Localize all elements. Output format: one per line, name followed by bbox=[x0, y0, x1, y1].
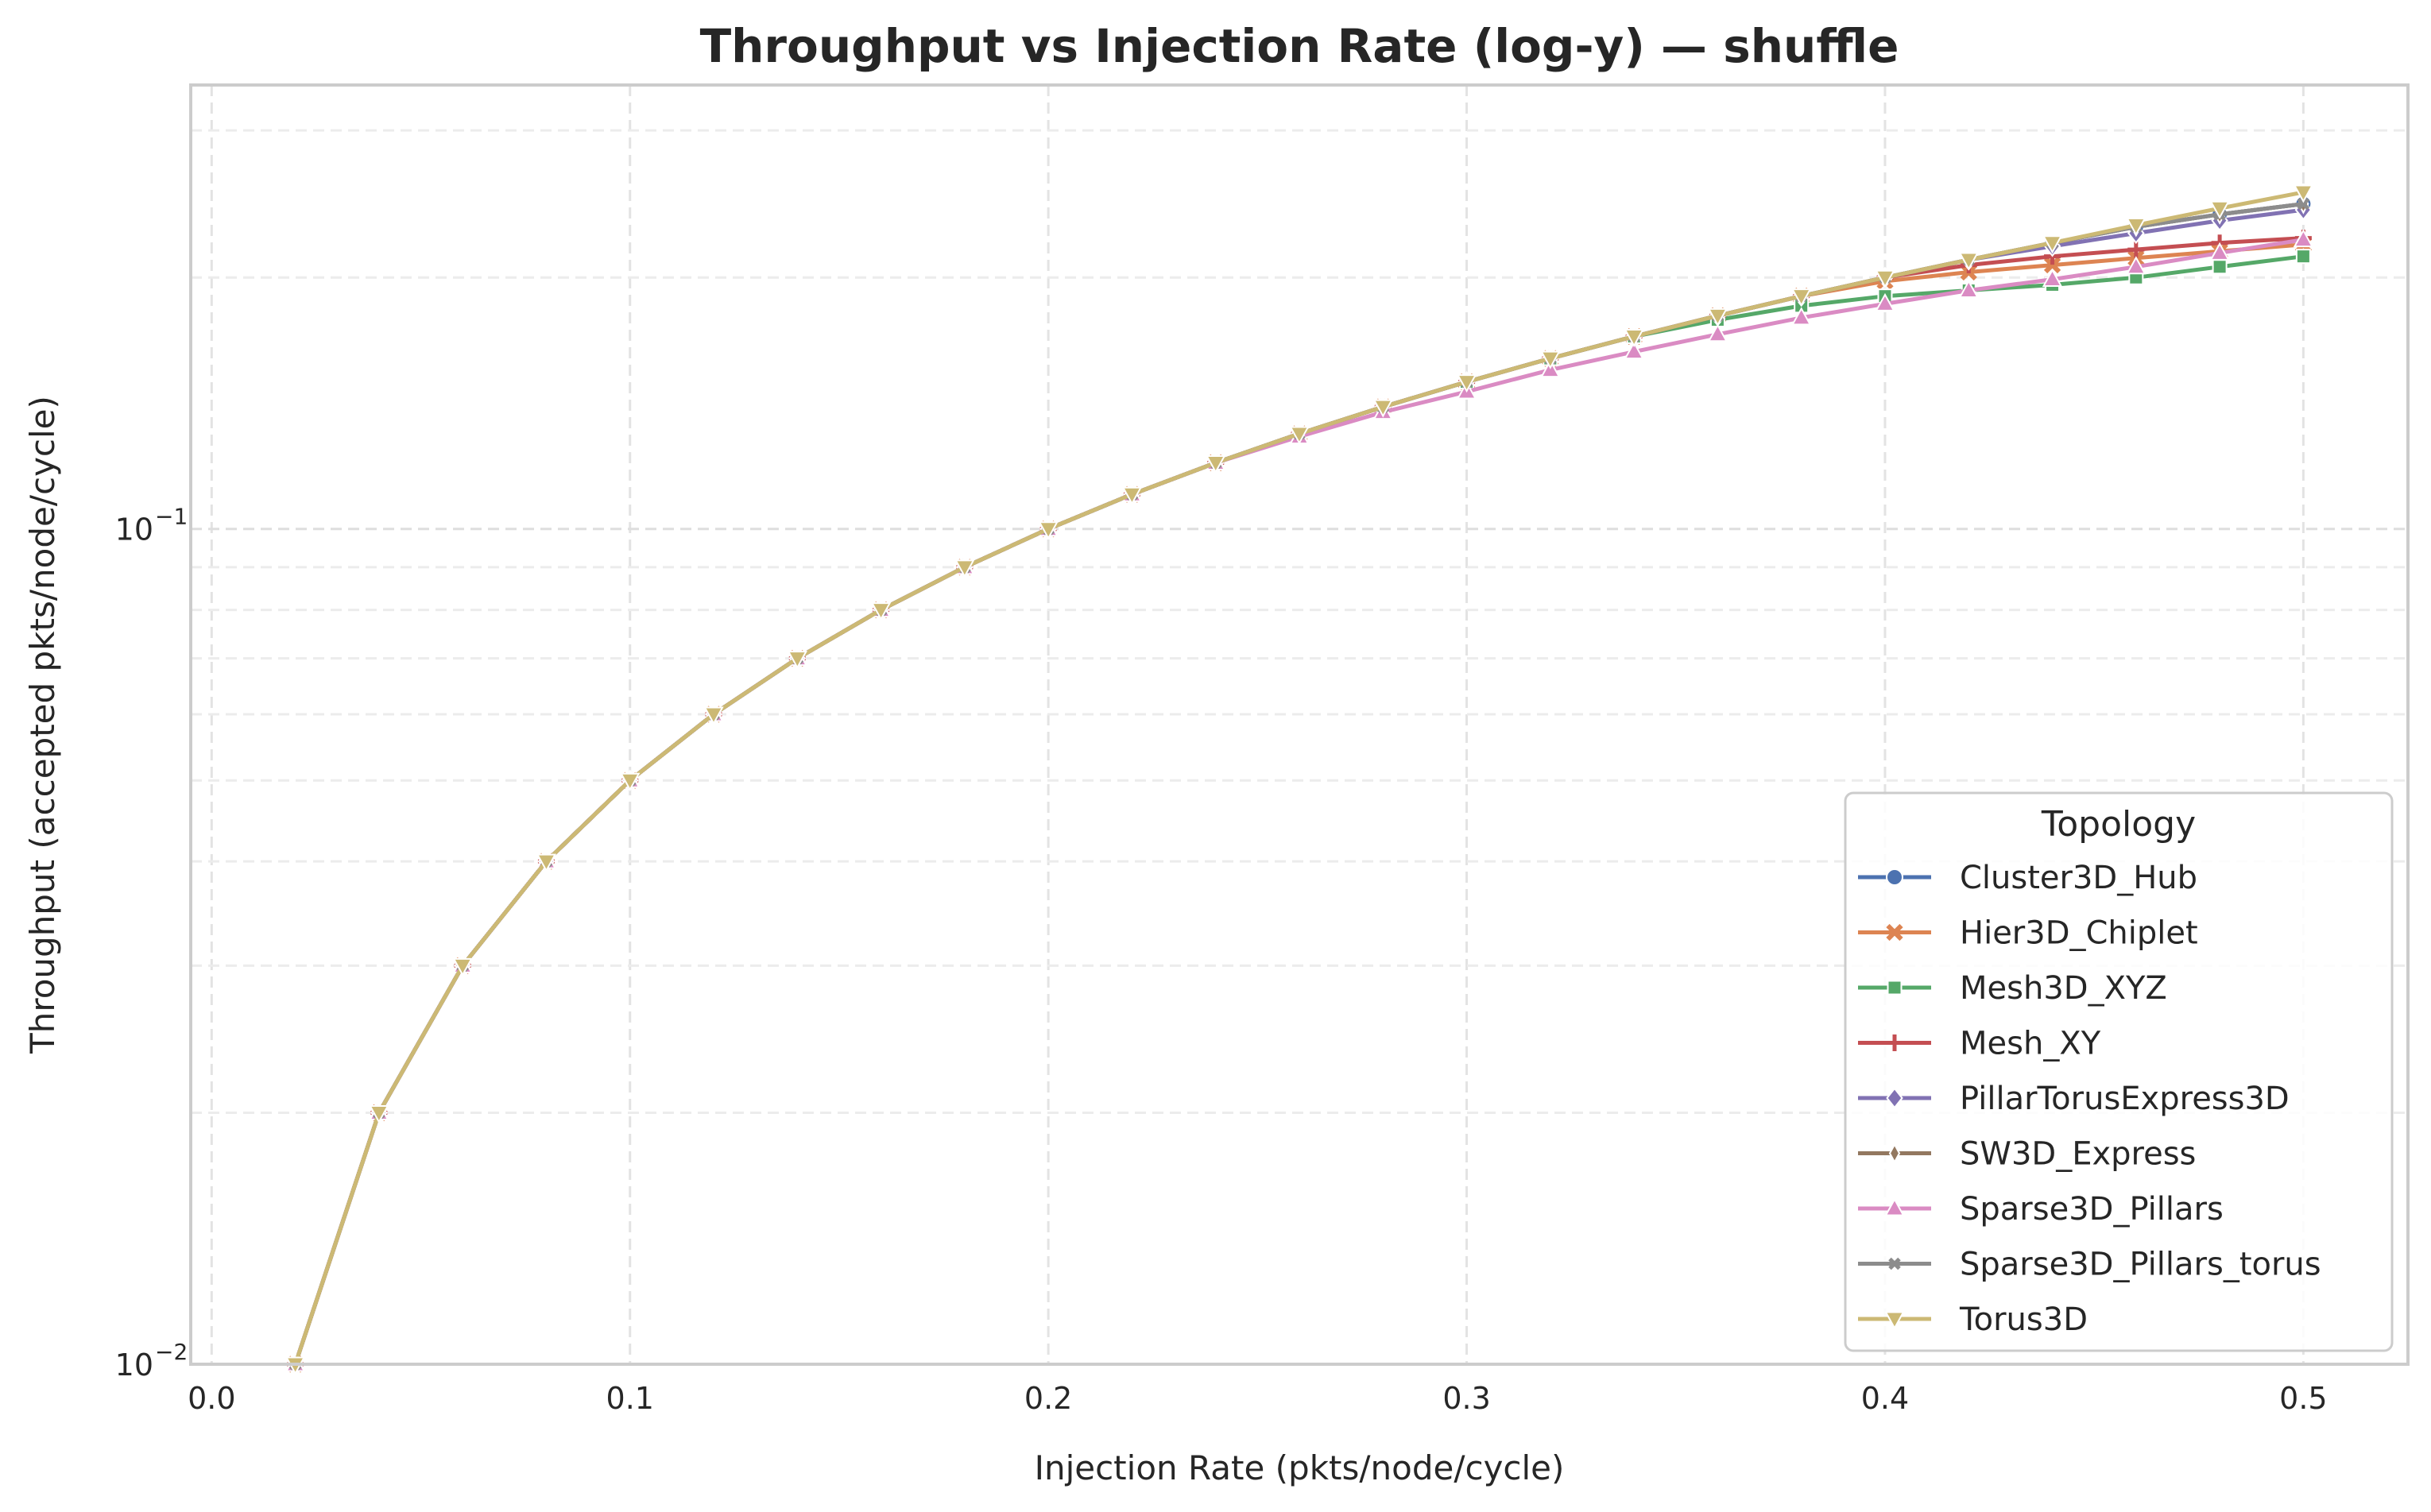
legend-entry: Sparse3D_Pillars_torus bbox=[1858, 1247, 2321, 1283]
triangle-down-marker bbox=[1707, 307, 1728, 327]
legend-label: Sparse3D_Pillars bbox=[1960, 1191, 2224, 1228]
legend-label: PillarTorusExpress3D bbox=[1960, 1081, 2290, 1117]
plot-frame bbox=[189, 83, 2410, 1366]
legend-frame bbox=[1844, 791, 2394, 1352]
x-tick-label: 0.1 bbox=[606, 1381, 654, 1416]
legend: Topology Cluster3D_Hub Hier3D_Chiplet Mesh… bbox=[1844, 791, 2394, 1352]
x-tick-label: 0.3 bbox=[1442, 1381, 1490, 1416]
triangle-up-marker bbox=[1707, 323, 1728, 342]
triangle-up-marker bbox=[2042, 268, 2063, 288]
legend-label: Sparse3D_Pillars_torus bbox=[1960, 1247, 2321, 1283]
x-tick-label: 0.2 bbox=[1024, 1381, 1072, 1416]
triangle-up-marker bbox=[1624, 341, 1644, 360]
triangle-down-marker bbox=[1121, 486, 1143, 505]
triangle-up-marker bbox=[2293, 229, 2314, 248]
x-axis-label: Injection Rate (pkts/node/cycle) bbox=[1035, 1448, 1565, 1487]
plus-marker bbox=[1886, 1034, 1903, 1051]
triangle-down-marker bbox=[787, 651, 807, 670]
series-Torus3D bbox=[285, 184, 2314, 1375]
x-tick-label: 0.0 bbox=[188, 1381, 235, 1416]
legend-label: Cluster3D_Hub bbox=[1960, 860, 2197, 896]
square-marker bbox=[2295, 249, 2311, 265]
triangle-down-marker bbox=[452, 957, 473, 976]
legend-entry: PillarTorusExpress3D bbox=[1858, 1081, 2290, 1117]
y-tick-label: 10 bbox=[115, 1348, 153, 1382]
triangle-down-marker bbox=[870, 602, 892, 621]
x-tick-labels: 0.0 0.1 0.2 0.3 0.4 0.5 bbox=[188, 1381, 2328, 1416]
y-tick-exponent: −1 bbox=[155, 504, 188, 530]
diamond-marker bbox=[1886, 1087, 1903, 1109]
x-tick-label: 0.5 bbox=[2279, 1381, 2327, 1416]
legend-title: Topology bbox=[2041, 804, 2196, 845]
y-tick-label: 10 bbox=[115, 512, 153, 547]
x-marker bbox=[1888, 1257, 1901, 1270]
triangle-down-marker bbox=[1038, 521, 1059, 540]
circle-marker bbox=[1886, 868, 1903, 886]
x-marker bbox=[1886, 923, 1903, 942]
triangle-down-marker bbox=[1624, 328, 1644, 348]
series-layer bbox=[285, 184, 2314, 1375]
legend-entry: Mesh3D_XYZ bbox=[1858, 970, 2167, 1007]
legend-entry: Sparse3D_Pillars bbox=[1858, 1191, 2224, 1228]
triangle-down-marker bbox=[703, 706, 724, 725]
chart-title: Throughput vs Injection Rate (log-y) — s… bbox=[700, 19, 1899, 73]
triangle-down-marker bbox=[2126, 217, 2146, 237]
legend-entry: SW3D_Express bbox=[1858, 1136, 2196, 1173]
plus-marker bbox=[2127, 241, 2145, 258]
legend-entry: Mesh_XY bbox=[1858, 1026, 2101, 1062]
triangle-down-marker bbox=[1540, 350, 1561, 369]
legend-entry: Cluster3D_Hub bbox=[1858, 860, 2197, 896]
legend-label: Torus3D bbox=[1959, 1301, 2088, 1338]
triangle-down-marker bbox=[2042, 235, 2063, 254]
triangle-down-marker bbox=[1875, 269, 1895, 288]
triangle-up-marker bbox=[2126, 256, 2146, 275]
triangle-up-marker bbox=[1958, 279, 1979, 299]
x-tick-label: 0.4 bbox=[1861, 1381, 1909, 1416]
legend-entries: Cluster3D_Hub Hier3D_Chiplet Mesh3D_XYZ Mes… bbox=[1858, 860, 2321, 1338]
triangle-down-marker bbox=[536, 853, 557, 872]
triangle-down-marker bbox=[620, 772, 641, 791]
triangle-up-marker bbox=[1875, 292, 1895, 311]
thin-diamond-marker bbox=[1888, 1143, 1901, 1164]
y-tick-exponent: −2 bbox=[155, 1339, 188, 1365]
legend-entry: Torus3D bbox=[1858, 1301, 2088, 1338]
triangle-down-marker bbox=[1884, 1311, 1905, 1330]
triangle-down-marker bbox=[1206, 454, 1226, 474]
triangle-down-marker bbox=[369, 1105, 389, 1124]
legend-label: Mesh3D_XYZ bbox=[1960, 970, 2167, 1007]
triangle-down-marker bbox=[2209, 200, 2230, 219]
y-tick-labels: 10−210−1 bbox=[115, 504, 188, 1382]
triangle-down-marker bbox=[954, 559, 975, 578]
square-marker bbox=[2212, 259, 2228, 275]
triangle-down-marker bbox=[1372, 399, 1393, 418]
x-marker bbox=[2297, 197, 2310, 211]
y-axis-label: Throughput (accepted pkts/node/cycle) bbox=[23, 396, 62, 1054]
legend-label: SW3D_Express bbox=[1960, 1136, 2196, 1173]
x-marker bbox=[2043, 256, 2061, 274]
triangle-down-marker bbox=[1289, 426, 1310, 445]
triangle-down-marker bbox=[1791, 288, 1812, 307]
triangle-up-marker bbox=[1791, 307, 1812, 326]
triangle-up-marker bbox=[1884, 1197, 1905, 1216]
legend-label: Mesh_XY bbox=[1960, 1026, 2101, 1062]
triangle-up-marker bbox=[2209, 242, 2230, 261]
triangle-down-marker bbox=[2293, 184, 2314, 203]
triangle-down-marker bbox=[1456, 374, 1477, 393]
legend-label: Hier3D_Chiplet bbox=[1960, 915, 2198, 952]
square-marker bbox=[1887, 980, 1903, 996]
legend-entry: Hier3D_Chiplet bbox=[1858, 915, 2198, 952]
triangle-down-marker bbox=[1958, 252, 1979, 271]
